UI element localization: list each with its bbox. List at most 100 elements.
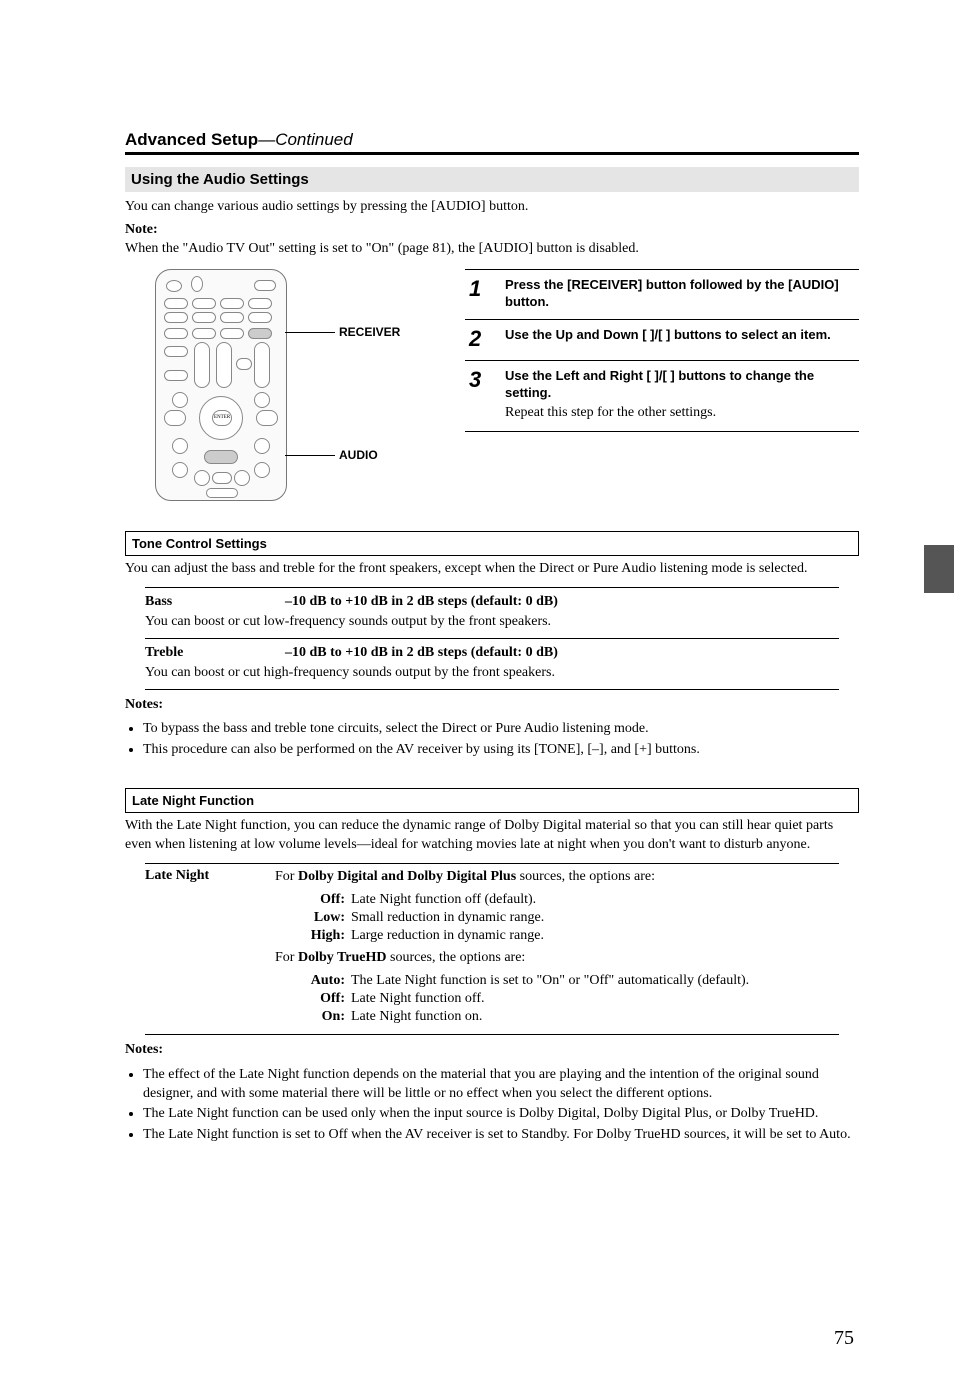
step-number: 3 bbox=[465, 360, 501, 431]
bass-val: –10 dB to +10 dB in 2 dB steps (default:… bbox=[285, 594, 558, 610]
latenight-set1-label: For Dolby Digital and Dolby Digital Plus… bbox=[275, 868, 839, 887]
option-label: High: bbox=[295, 928, 351, 944]
step-row: 2 Use the Up and Down [ ]/[ ] buttons to… bbox=[465, 319, 859, 360]
option-row: Off:Late Night function off. bbox=[295, 990, 839, 1008]
option-text: Late Night function off (default). bbox=[351, 892, 536, 908]
option-text: Late Night function on. bbox=[351, 1009, 482, 1025]
steps-table: 1 Press the [RECEIVER] button followed b… bbox=[465, 269, 859, 432]
set2-bold: Dolby TrueHD bbox=[298, 950, 387, 965]
option-label: Auto: bbox=[295, 973, 351, 989]
remote-btn bbox=[172, 462, 188, 478]
treble-def-row: Treble –10 dB to +10 dB in 2 dB steps (d… bbox=[145, 643, 839, 663]
remote-btn bbox=[254, 280, 276, 291]
tone-note-item: To bypass the bass and treble tone circu… bbox=[143, 720, 859, 739]
option-text: Small reduction in dynamic range. bbox=[351, 910, 544, 926]
remote-btn bbox=[192, 312, 216, 323]
remote-btn bbox=[164, 346, 188, 357]
remote-btn bbox=[164, 410, 186, 426]
step-row: 1 Press the [RECEIVER] button followed b… bbox=[465, 269, 859, 319]
header-rule bbox=[125, 152, 859, 155]
option-text: The Late Night function is set to "On" o… bbox=[351, 973, 749, 989]
subsection-bar: Using the Audio Settings bbox=[125, 167, 859, 192]
step-number: 2 bbox=[465, 319, 501, 360]
tone-panel: Tone Control Settings You can adjust the… bbox=[125, 531, 859, 761]
remote-btn bbox=[164, 298, 188, 309]
step-text-main: Use the Left and Right [ ]/[ ] buttons t… bbox=[505, 368, 814, 401]
remote-btn-receiver bbox=[248, 328, 272, 339]
option-label: Low: bbox=[295, 910, 351, 926]
note-text: When the "Audio TV Out" setting is set t… bbox=[125, 241, 639, 256]
bass-def-row: Bass –10 dB to +10 dB in 2 dB steps (def… bbox=[145, 592, 839, 612]
note-block: Note: When the "Audio TV Out" setting is… bbox=[125, 221, 859, 259]
option-row: Auto:The Late Night function is set to "… bbox=[295, 972, 839, 990]
set1-pre: For bbox=[275, 869, 298, 884]
remote-btn bbox=[256, 410, 278, 426]
set1-post: sources, the options are: bbox=[516, 869, 655, 884]
latenight-note-item: The effect of the Late Night function de… bbox=[143, 1066, 859, 1104]
tone-intro: You can adjust the bass and treble for t… bbox=[125, 560, 859, 579]
bass-key: Bass bbox=[145, 594, 245, 610]
remote-btn bbox=[248, 298, 272, 309]
remote-btn bbox=[220, 312, 244, 323]
treble-def-block: Treble –10 dB to +10 dB in 2 dB steps (d… bbox=[145, 638, 839, 690]
diagram-and-steps: ENTER RECEIVER AUDIO 1 bbox=[125, 269, 859, 501]
remote-btn bbox=[172, 438, 188, 454]
latenight-note-item: The Late Night function can be used only… bbox=[143, 1105, 859, 1124]
set2-option-list: Auto:The Late Night function is set to "… bbox=[275, 972, 839, 1026]
treble-desc: You can boost or cut high-frequency soun… bbox=[145, 663, 839, 685]
callout-line-receiver bbox=[285, 332, 335, 333]
remote-btn bbox=[191, 276, 203, 292]
section-title: Advanced Setup—Continued bbox=[125, 130, 859, 150]
page: Advanced Setup—Continued Using the Audio… bbox=[0, 0, 954, 1390]
step-number: 1 bbox=[465, 269, 501, 319]
remote-btn bbox=[220, 298, 244, 309]
option-row: High:Large reduction in dynamic range. bbox=[295, 927, 839, 945]
callout-line-audio bbox=[285, 455, 335, 456]
bass-desc: You can boost or cut low-frequency sound… bbox=[145, 612, 839, 634]
remote-btn bbox=[194, 470, 210, 486]
side-tab-marker bbox=[924, 545, 954, 593]
step-text: Use the Up and Down [ ]/[ ] buttons to s… bbox=[501, 319, 859, 360]
option-label: On: bbox=[295, 1009, 351, 1025]
set2-pre: For bbox=[275, 950, 298, 965]
option-label: Off: bbox=[295, 991, 351, 1007]
latenight-panel-header: Late Night Function bbox=[125, 788, 859, 813]
remote-btn bbox=[192, 298, 216, 309]
latenight-notes-label: Notes: bbox=[125, 1041, 859, 1060]
latenight-panel: Late Night Function With the Late Night … bbox=[125, 788, 859, 1145]
latenight-options-col: For Dolby Digital and Dolby Digital Plus… bbox=[275, 868, 839, 1030]
section-title-text: Advanced Setup bbox=[125, 130, 258, 149]
latenight-set2-label: For Dolby TrueHD sources, the options ar… bbox=[275, 949, 839, 968]
option-label: Off: bbox=[295, 892, 351, 908]
tone-notes-label: Notes: bbox=[125, 696, 859, 715]
treble-key: Treble bbox=[145, 645, 245, 661]
remote-btn bbox=[254, 438, 270, 454]
remote-btn bbox=[234, 470, 250, 486]
set1-option-list: Off:Late Night function off (default). L… bbox=[275, 891, 839, 945]
step-text: Press the [RECEIVER] button followed by … bbox=[501, 269, 859, 319]
latenight-def-row: Late Night For Dolby Digital and Dolby D… bbox=[145, 868, 839, 1030]
latenight-key: Late Night bbox=[145, 868, 245, 1030]
latenight-def-block: Late Night For Dolby Digital and Dolby D… bbox=[145, 863, 839, 1035]
remote-btn bbox=[236, 358, 252, 370]
remote-btn bbox=[192, 328, 216, 339]
step-text-sub: Repeat this step for the other settings. bbox=[505, 404, 855, 423]
remote-btn bbox=[220, 328, 244, 339]
note-label: Note: bbox=[125, 222, 158, 237]
remote-btn bbox=[254, 462, 270, 478]
callout-label-receiver: RECEIVER bbox=[339, 325, 400, 339]
page-number: 75 bbox=[834, 1327, 854, 1350]
tone-note-item: This procedure can also be performed on … bbox=[143, 741, 859, 760]
option-row: Low:Small reduction in dynamic range. bbox=[295, 909, 839, 927]
remote-btn bbox=[164, 328, 188, 339]
remote-btn bbox=[194, 342, 210, 388]
latenight-intro: With the Late Night function, you can re… bbox=[125, 817, 859, 855]
step-text: Use the Left and Right [ ]/[ ] buttons t… bbox=[501, 360, 859, 431]
remote-btn bbox=[254, 342, 270, 388]
set2-post: sources, the options are: bbox=[387, 950, 526, 965]
latenight-note-item: The Late Night function is set to Off wh… bbox=[143, 1126, 859, 1145]
remote-btn bbox=[216, 342, 232, 388]
remote-enter: ENTER bbox=[212, 410, 232, 426]
remote-btn bbox=[254, 392, 270, 408]
remote-btn bbox=[212, 472, 232, 484]
